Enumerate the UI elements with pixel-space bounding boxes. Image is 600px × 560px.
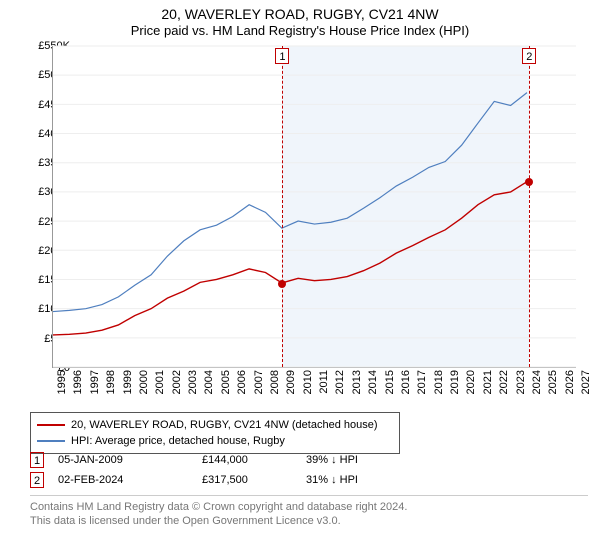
x-tick-label: 2011	[318, 370, 330, 400]
x-tick-label: 2003	[187, 370, 199, 400]
x-tick-label: 2026	[564, 370, 576, 400]
sale-point	[278, 280, 286, 288]
legend-swatch	[37, 424, 65, 426]
marker-vline	[529, 46, 530, 367]
marker-table: 1 05-JAN-2009 £144,000 39% ↓ HPI 2 02-FE…	[30, 450, 406, 490]
x-tick-label: 2023	[515, 370, 527, 400]
marker-label-box: 1	[275, 48, 289, 64]
marker-box: 1	[30, 452, 44, 468]
x-tick-label: 2002	[171, 370, 183, 400]
marker-delta: 39% ↓ HPI	[306, 454, 406, 466]
x-tick-label: 1996	[72, 370, 84, 400]
sale-point	[525, 178, 533, 186]
x-tick-label: 2015	[384, 370, 396, 400]
legend-item: 20, WAVERLEY ROAD, RUGBY, CV21 4NW (deta…	[37, 417, 393, 433]
marker-date: 05-JAN-2009	[58, 454, 188, 466]
marker-box: 2	[30, 472, 44, 488]
legend: 20, WAVERLEY ROAD, RUGBY, CV21 4NW (deta…	[30, 412, 400, 454]
x-tick-label: 2018	[433, 370, 445, 400]
x-tick-label: 2007	[253, 370, 265, 400]
x-tick-label: 2022	[498, 370, 510, 400]
x-tick-label: 2025	[547, 370, 559, 400]
legend-label: HPI: Average price, detached house, Rugb…	[71, 434, 285, 448]
x-tick-label: 2016	[400, 370, 412, 400]
footnote: Contains HM Land Registry data © Crown c…	[30, 495, 588, 528]
line-svg	[53, 46, 576, 367]
x-tick-label: 1997	[89, 370, 101, 400]
legend-swatch	[37, 440, 65, 442]
x-tick-label: 1999	[122, 370, 134, 400]
x-tick-label: 2024	[531, 370, 543, 400]
legend-item: HPI: Average price, detached house, Rugb…	[37, 433, 393, 449]
x-tick-label: 2006	[236, 370, 248, 400]
x-tick-label: 2009	[285, 370, 297, 400]
legend-label: 20, WAVERLEY ROAD, RUGBY, CV21 4NW (deta…	[71, 418, 378, 432]
plot-area: 12	[52, 46, 576, 368]
marker-label-box: 2	[522, 48, 536, 64]
marker-vline	[282, 46, 283, 367]
x-tick-label: 2000	[138, 370, 150, 400]
marker-date: 02-FEB-2024	[58, 474, 188, 486]
marker-row: 2 02-FEB-2024 £317,500 31% ↓ HPI	[30, 470, 406, 490]
chart-container: 20, WAVERLEY ROAD, RUGBY, CV21 4NW Price…	[0, 0, 600, 560]
x-tick-label: 2014	[367, 370, 379, 400]
x-tick-label: 1998	[105, 370, 117, 400]
x-tick-label: 2004	[203, 370, 215, 400]
marker-row: 1 05-JAN-2009 £144,000 39% ↓ HPI	[30, 450, 406, 470]
x-tick-label: 2017	[416, 370, 428, 400]
footnote-line: Contains HM Land Registry data © Crown c…	[30, 500, 588, 514]
x-tick-label: 2010	[302, 370, 314, 400]
chart-title: 20, WAVERLEY ROAD, RUGBY, CV21 4NW	[0, 0, 600, 22]
x-tick-label: 2012	[334, 370, 346, 400]
marker-delta: 31% ↓ HPI	[306, 474, 406, 486]
footnote-line: This data is licensed under the Open Gov…	[30, 514, 588, 528]
x-tick-label: 2005	[220, 370, 232, 400]
chart-subtitle: Price paid vs. HM Land Registry's House …	[0, 22, 600, 42]
x-tick-label: 1995	[56, 370, 68, 400]
x-tick-label: 2021	[482, 370, 494, 400]
x-tick-label: 2008	[269, 370, 281, 400]
x-tick-label: 2013	[351, 370, 363, 400]
x-tick-label: 2019	[449, 370, 461, 400]
marker-price: £317,500	[202, 474, 292, 486]
x-tick-label: 2001	[154, 370, 166, 400]
x-tick-label: 2020	[465, 370, 477, 400]
x-tick-label: 2027	[580, 370, 592, 400]
marker-price: £144,000	[202, 454, 292, 466]
